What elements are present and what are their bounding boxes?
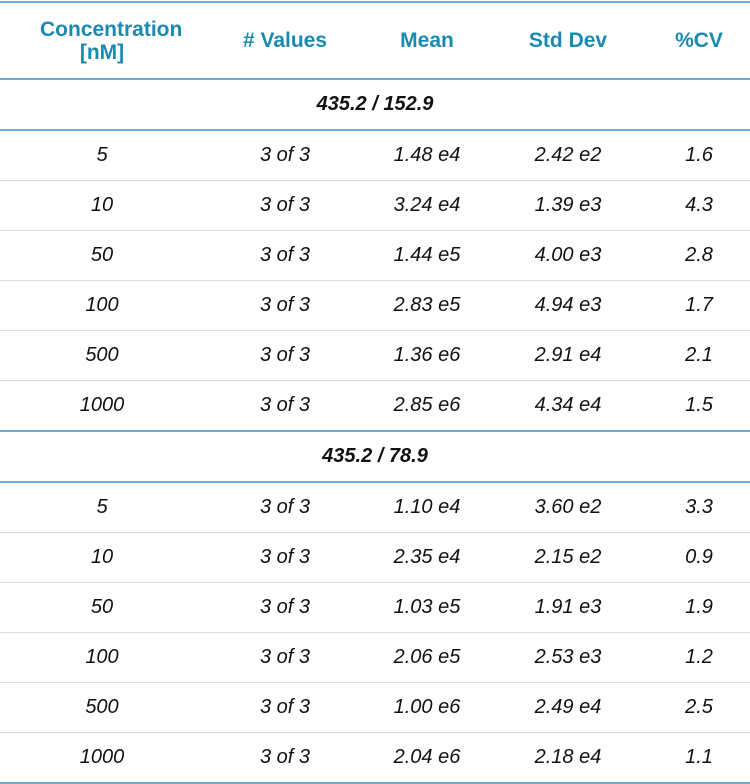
- cell-values: 3 of 3: [204, 682, 366, 733]
- cell-concentration: 100: [0, 632, 204, 683]
- cell-std-dev: 2.49 e4: [488, 682, 648, 733]
- cell-std-dev: 4.34 e4: [488, 380, 648, 432]
- cell-concentration: 1000: [0, 732, 204, 784]
- cell-std-dev: 1.39 e3: [488, 180, 648, 231]
- cell-mean: 2.85 e6: [366, 380, 488, 432]
- cell-values: 3 of 3: [204, 582, 366, 633]
- cell-cv: 1.2: [648, 632, 750, 683]
- cell-concentration: 50: [0, 230, 204, 281]
- cell-concentration: 500: [0, 330, 204, 381]
- cell-values: 3 of 3: [204, 532, 366, 583]
- cell-std-dev: 3.60 e2: [488, 482, 648, 533]
- cell-mean: 1.44 e5: [366, 230, 488, 281]
- cell-concentration: 5: [0, 130, 204, 181]
- cell-std-dev: 1.91 e3: [488, 582, 648, 633]
- cell-values: 3 of 3: [204, 732, 366, 784]
- cell-values: 3 of 3: [204, 482, 366, 533]
- cell-cv: 0.9: [648, 532, 750, 583]
- group-label: 435.2 / 78.9: [0, 431, 750, 483]
- cell-std-dev: 2.18 e4: [488, 732, 648, 784]
- table-row: 1000 3 of 3 2.04 e6 2.18 e4 1.1: [0, 732, 750, 784]
- group-header-row: 435.2 / 152.9: [0, 79, 750, 131]
- cell-mean: 2.83 e5: [366, 280, 488, 331]
- cell-cv: 4.3: [648, 180, 750, 231]
- cell-cv: 1.6: [648, 130, 750, 181]
- cell-mean: 2.06 e5: [366, 632, 488, 683]
- cell-std-dev: 4.00 e3: [488, 230, 648, 281]
- header-row: Concentration [nM] # Values Mean Std Dev…: [0, 1, 750, 80]
- cell-mean: 1.10 e4: [366, 482, 488, 533]
- cell-mean: 1.03 e5: [366, 582, 488, 633]
- group-header-row: 435.2 / 78.9: [0, 431, 750, 483]
- cell-cv: 3.3: [648, 482, 750, 533]
- cell-concentration: 100: [0, 280, 204, 331]
- cell-values: 3 of 3: [204, 380, 366, 432]
- table-row: 10 3 of 3 3.24 e4 1.39 e3 4.3: [0, 180, 750, 231]
- cell-values: 3 of 3: [204, 330, 366, 381]
- table-row: 100 3 of 3 2.83 e5 4.94 e3 1.7: [0, 280, 750, 331]
- cell-cv: 1.9: [648, 582, 750, 633]
- table-row: 500 3 of 3 1.36 e6 2.91 e4 2.1: [0, 330, 750, 381]
- cell-concentration: 10: [0, 180, 204, 231]
- cell-concentration: 500: [0, 682, 204, 733]
- cell-values: 3 of 3: [204, 632, 366, 683]
- cell-cv: 1.1: [648, 732, 750, 784]
- header-mean: Mean: [366, 1, 488, 80]
- group-label: 435.2 / 152.9: [0, 79, 750, 131]
- cell-mean: 3.24 e4: [366, 180, 488, 231]
- table-row: 100 3 of 3 2.06 e5 2.53 e3 1.2: [0, 632, 750, 683]
- cell-cv: 2.1: [648, 330, 750, 381]
- cell-std-dev: 2.42 e2: [488, 130, 648, 181]
- header-values: # Values: [204, 1, 366, 80]
- header-concentration: Concentration [nM]: [0, 1, 204, 80]
- cell-values: 3 of 3: [204, 280, 366, 331]
- cell-concentration: 10: [0, 532, 204, 583]
- cell-cv: 1.7: [648, 280, 750, 331]
- header-std-dev: Std Dev: [488, 1, 648, 80]
- table-row: 500 3 of 3 1.00 e6 2.49 e4 2.5: [0, 682, 750, 733]
- cell-concentration: 5: [0, 482, 204, 533]
- cell-std-dev: 2.15 e2: [488, 532, 648, 583]
- cell-concentration: 1000: [0, 380, 204, 432]
- table-row: 1000 3 of 3 2.85 e6 4.34 e4 1.5: [0, 380, 750, 432]
- header-cv: %CV: [648, 1, 750, 80]
- cell-concentration: 50: [0, 582, 204, 633]
- cell-std-dev: 4.94 e3: [488, 280, 648, 331]
- cell-mean: 1.00 e6: [366, 682, 488, 733]
- cell-std-dev: 2.91 e4: [488, 330, 648, 381]
- cell-values: 3 of 3: [204, 130, 366, 181]
- table-row: 50 3 of 3 1.44 e5 4.00 e3 2.8: [0, 230, 750, 281]
- table-row: 50 3 of 3 1.03 e5 1.91 e3 1.9: [0, 582, 750, 633]
- cell-mean: 2.35 e4: [366, 532, 488, 583]
- cell-cv: 2.5: [648, 682, 750, 733]
- cell-cv: 2.8: [648, 230, 750, 281]
- cell-mean: 1.48 e4: [366, 130, 488, 181]
- cell-cv: 1.5: [648, 380, 750, 432]
- cell-std-dev: 2.53 e3: [488, 632, 648, 683]
- cell-mean: 2.04 e6: [366, 732, 488, 784]
- cell-mean: 1.36 e6: [366, 330, 488, 381]
- cell-values: 3 of 3: [204, 180, 366, 231]
- cell-values: 3 of 3: [204, 230, 366, 281]
- table-row: 10 3 of 3 2.35 e4 2.15 e2 0.9: [0, 532, 750, 583]
